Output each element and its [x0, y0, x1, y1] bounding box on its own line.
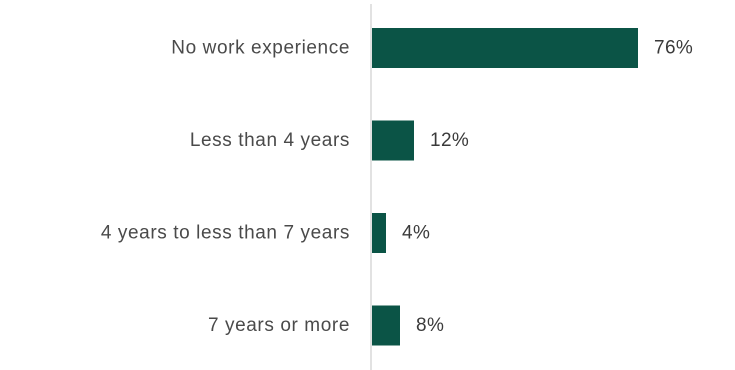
- category-label-no-work-experience: No work experience: [171, 38, 350, 59]
- value-label-no-work-experience: 76%: [654, 38, 693, 59]
- bar-less-than-4-years: [372, 120, 414, 161]
- bar-4-years-to-less-than-7-years: [372, 213, 386, 253]
- category-label-4-years-to-less-than-7-years: 4 years to less than 7 years: [101, 223, 350, 244]
- value-label-4-years-to-less-than-7-years: 4%: [402, 223, 430, 244]
- labels-layer: No work experience 76% Less than 4 years 12…: [101, 38, 693, 337]
- category-label-less-than-4-years: Less than 4 years: [190, 130, 350, 151]
- bar-no-work-experience: [372, 28, 638, 68]
- category-label-7-years-or-more: 7 years or more: [208, 315, 350, 336]
- bar-7-years-or-more: [372, 305, 400, 346]
- bars-layer: [372, 28, 638, 346]
- value-label-7-years-or-more: 8%: [416, 315, 444, 336]
- value-label-less-than-4-years: 12%: [430, 130, 469, 151]
